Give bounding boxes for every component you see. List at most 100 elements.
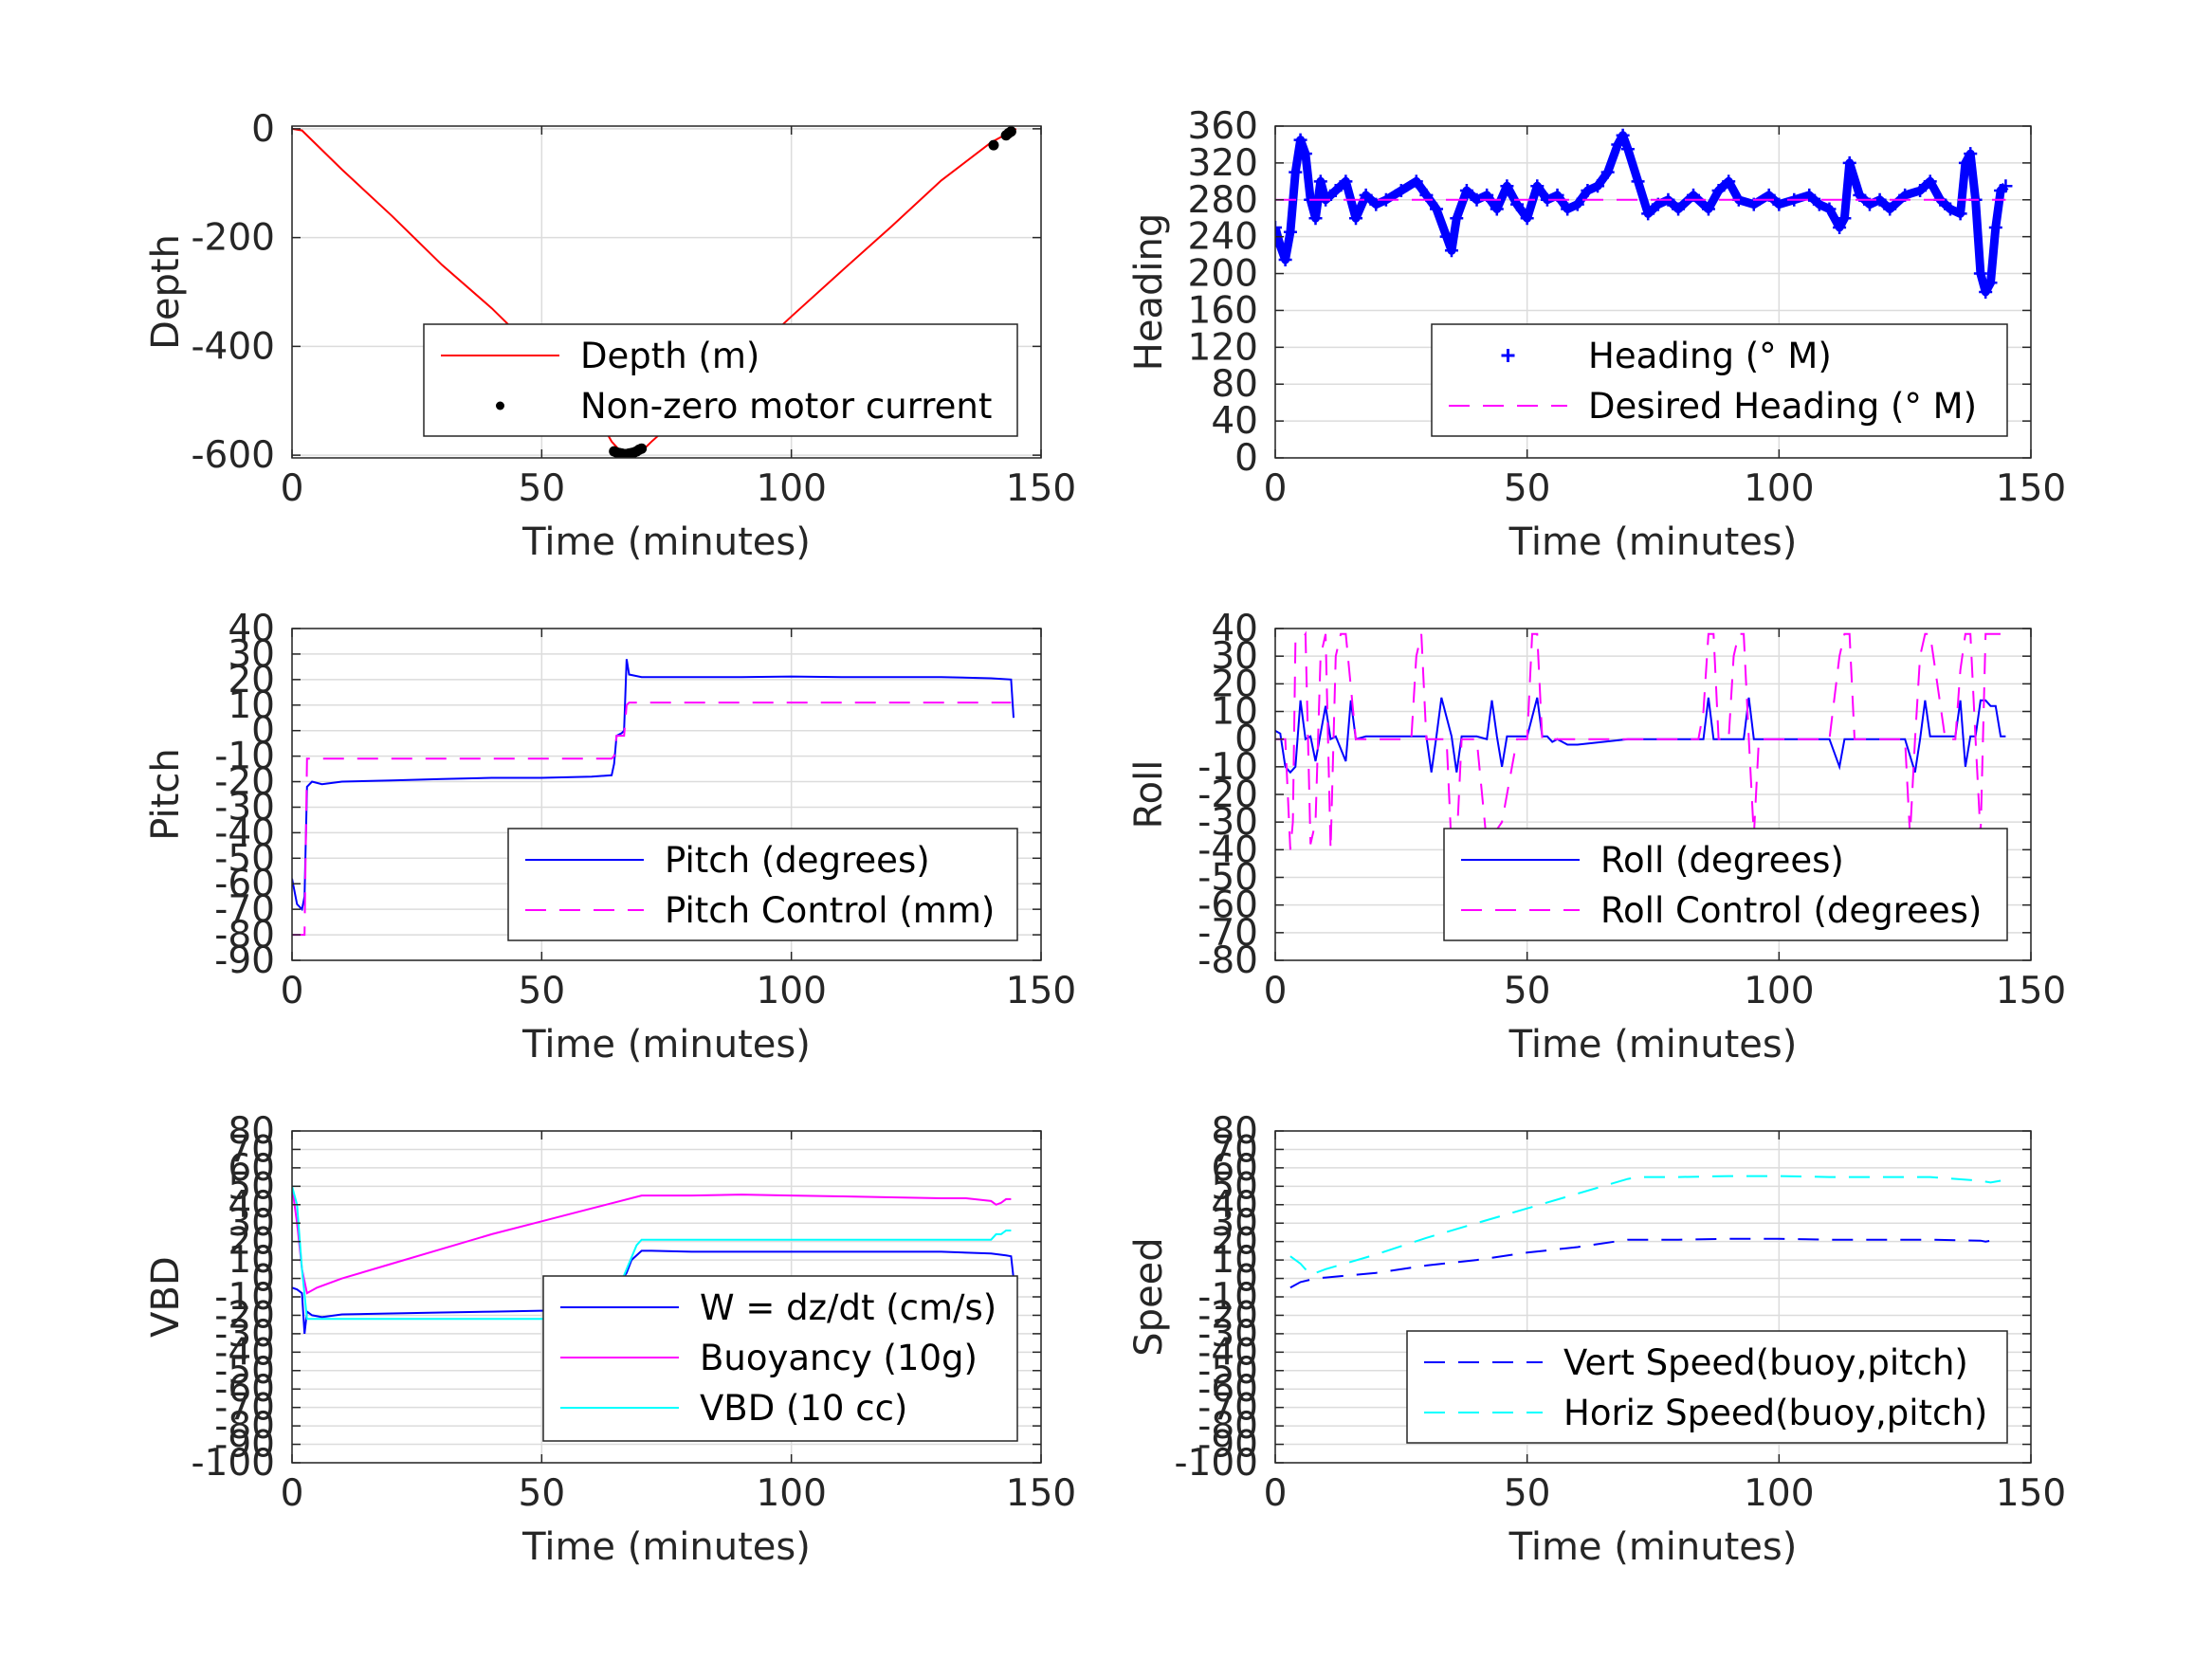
data-point [1293, 133, 1307, 147]
legend-box [507, 828, 1018, 941]
x-axis-label: Time (minutes) [1508, 520, 1798, 564]
legend: Pitch (degrees) Pitch Control (mm) [507, 828, 1018, 941]
x-tick-label: 100 [1744, 467, 1814, 510]
y-tick-label: 70 [228, 1128, 275, 1171]
x-tick-label: 0 [281, 467, 304, 510]
x-tick-label: 100 [756, 467, 826, 510]
x-tick-label: 50 [1504, 970, 1551, 1012]
data-point [1298, 147, 1312, 161]
legend-entry: VBD (10 cc) [700, 1388, 907, 1429]
data-point [988, 139, 999, 151]
data-point [1701, 202, 1715, 216]
y-tick-label: 40 [228, 608, 275, 650]
y-tick-label: -20 [1197, 774, 1258, 816]
data-point [636, 443, 648, 454]
y-tick-label: 0 [251, 1258, 275, 1301]
y-tick-label: 80 [1211, 1110, 1258, 1153]
y-tick-label: -90 [1197, 1424, 1258, 1467]
data-point [1988, 220, 2002, 234]
y-tick-label: -30 [214, 786, 275, 829]
axes-box [291, 125, 1042, 459]
x-tick-label: 50 [1504, 467, 1551, 510]
y-tick-label: 20 [1211, 663, 1258, 705]
y-tick-label: -40 [1197, 1331, 1258, 1374]
data-point [1883, 202, 1897, 216]
legend-box [1443, 828, 2008, 941]
data-point [1308, 211, 1323, 226]
data-point [1722, 174, 1736, 189]
y-tick-label: 30 [228, 1202, 275, 1245]
data-point [1430, 202, 1444, 216]
y-axis-label: Depth [144, 234, 188, 350]
data-point [1964, 147, 1978, 161]
y-tick-label: 120 [1188, 326, 1258, 369]
data-point [1999, 179, 2013, 193]
legend-entry: Depth (m) [580, 336, 759, 376]
data-point [1490, 202, 1504, 216]
data-point [1837, 211, 1852, 226]
y-tick-label: 40 [1211, 608, 1258, 650]
data-point [1283, 225, 1297, 239]
series-pitch-1 [292, 702, 1012, 937]
data-point [1943, 202, 1957, 216]
y-tick-label: -50 [214, 1350, 275, 1393]
data-point [1005, 126, 1016, 137]
data-point [1812, 197, 1826, 211]
x-tick-label: 50 [519, 1472, 566, 1515]
data-point [1459, 184, 1473, 198]
data-point [1913, 184, 1928, 198]
y-tick-label: -80 [214, 1405, 275, 1448]
legend-box [1406, 1330, 2008, 1444]
x-tick-label: 0 [1264, 467, 1288, 510]
x-tick-label: 150 [1006, 1472, 1076, 1515]
y-tick-label: 70 [1211, 1128, 1258, 1171]
data-point [1444, 244, 1458, 258]
data-point [1600, 165, 1615, 179]
data-point [1979, 285, 1993, 299]
y-tick-label: 40 [1211, 1184, 1258, 1227]
data-point [1620, 142, 1635, 156]
data-point [1328, 184, 1343, 198]
data-point [1339, 174, 1353, 189]
x-tick-label: 150 [1996, 467, 2066, 510]
y-tick-label: -40 [214, 1331, 275, 1374]
y-tick-label: -40 [214, 811, 275, 854]
y-tick-label: 0 [1234, 437, 1258, 480]
x-tick-label: 100 [756, 1472, 826, 1515]
series-layer [292, 126, 1017, 458]
series-speed-1 [1289, 1175, 2002, 1276]
x-tick-label: 150 [1996, 970, 2066, 1012]
x-axis-label: Time (minutes) [1508, 1023, 1798, 1066]
y-tick-label: -70 [1197, 912, 1258, 955]
x-axis-label: Time (minutes) [521, 1525, 811, 1569]
y-tick-label: 50 [228, 1165, 275, 1208]
y-tick-label: -70 [214, 1387, 275, 1430]
legend-entry: Pitch (degrees) [665, 840, 930, 881]
y-tick-label: -10 [214, 1276, 275, 1319]
data-point [1772, 197, 1786, 211]
legend: Vert Speed(buoy,pitch) Horiz Speed(buoy,p… [1406, 1330, 2008, 1444]
series-layer [1289, 1175, 2002, 1289]
legend: W = dz/dt (cm/s) Buoyancy (10g) VBD (10 cc… [542, 1275, 1018, 1442]
legend-swatch [496, 401, 504, 410]
y-tick-label: -10 [1197, 746, 1258, 789]
series-layer [292, 659, 1015, 937]
y-tick-label: 360 [1188, 105, 1258, 148]
x-axis-label: Time (minutes) [1508, 1525, 1798, 1569]
y-tick-label: -90 [214, 1424, 275, 1467]
x-tick-label: 150 [1006, 970, 1076, 1012]
chart-depth: 0 50 100 150 0 -200 -400 -600 Time (minutes) Dept… [144, 108, 1076, 564]
x-tick-label: 0 [281, 970, 304, 1012]
y-tick-label: 20 [228, 1221, 275, 1264]
data-point [1439, 229, 1453, 244]
y-tick-label: 20 [1211, 1221, 1258, 1264]
y-tick-label: -100 [1174, 1442, 1258, 1485]
x-tick-label: 50 [519, 467, 566, 510]
y-tick-label: 80 [228, 1110, 275, 1153]
legend-swatch [1501, 349, 1515, 362]
data-point [1581, 184, 1595, 198]
y-tick-label: -60 [1197, 1368, 1258, 1411]
data-point [1842, 155, 1856, 170]
y-tick-label: 60 [228, 1147, 275, 1190]
